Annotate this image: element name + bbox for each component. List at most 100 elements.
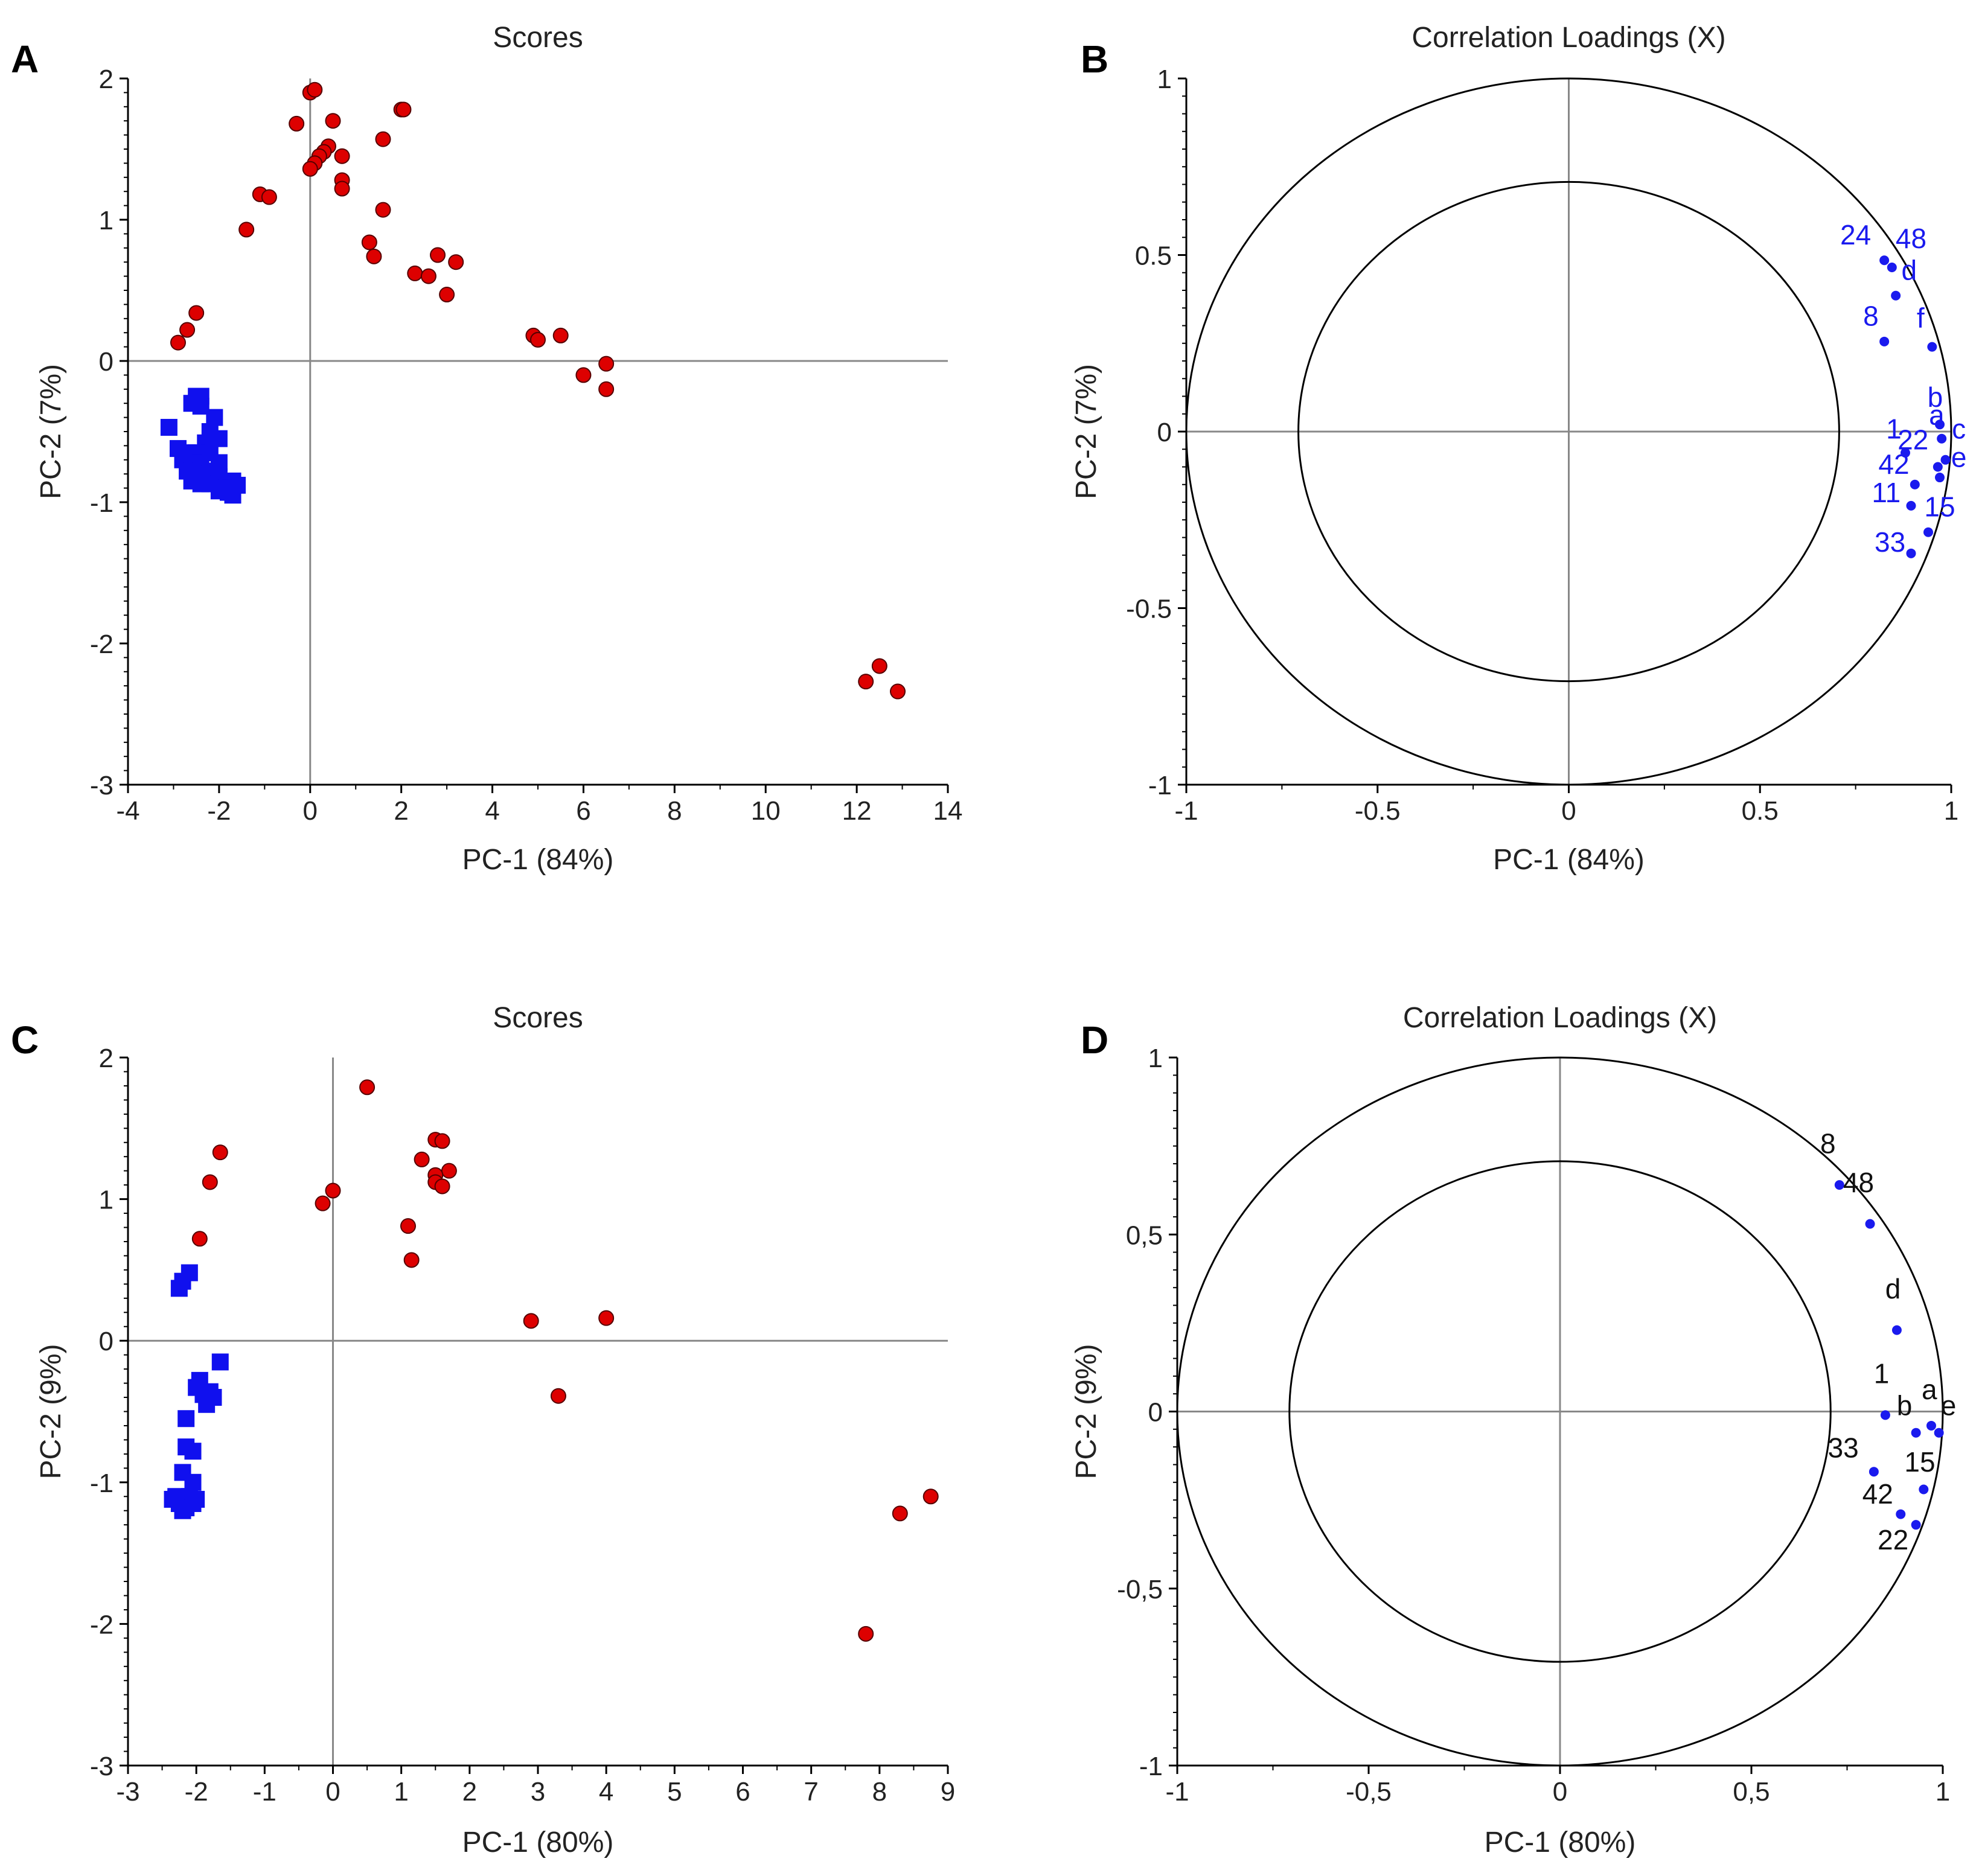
inner-correlation-circle bbox=[1297, 180, 1840, 683]
loading-label: f bbox=[1917, 302, 1925, 333]
score-point-blue bbox=[164, 1490, 181, 1508]
score-point-red bbox=[890, 683, 906, 700]
score-point-red bbox=[238, 222, 255, 238]
loading-label: 22 bbox=[1897, 424, 1928, 455]
loading-label: 48 bbox=[1896, 223, 1926, 254]
score-point-red bbox=[307, 81, 323, 98]
loading-label: a bbox=[1929, 399, 1945, 430]
score-point-blue bbox=[206, 409, 223, 426]
score-point-red bbox=[439, 287, 455, 303]
score-point-red bbox=[334, 180, 350, 197]
x-tick-label: 2 bbox=[462, 1777, 477, 1807]
score-point-red bbox=[179, 322, 196, 338]
x-tick-label: 14 bbox=[933, 796, 963, 826]
loading-point bbox=[1911, 1520, 1921, 1530]
y-tick-label: 2 bbox=[99, 1044, 113, 1073]
x-tick-label: 0 bbox=[1553, 1777, 1567, 1807]
loading-label: c bbox=[1952, 413, 1966, 445]
loading-label: 33 bbox=[1875, 526, 1905, 558]
score-point-red bbox=[523, 1313, 539, 1329]
score-point-red bbox=[315, 1195, 331, 1211]
outer-correlation-circle bbox=[1185, 77, 1952, 786]
score-point-red bbox=[188, 305, 205, 321]
score-point-red bbox=[325, 1182, 341, 1199]
loading-point bbox=[1934, 473, 1945, 483]
loading-label: e bbox=[1941, 1389, 1957, 1421]
y-tick-label: -2 bbox=[90, 1610, 113, 1639]
loading-point bbox=[1906, 548, 1916, 558]
loading-point bbox=[1910, 479, 1920, 490]
panel-b: B Correlation Loadings (X) -1 -0.5 0 0.5 1 -1 -0… bbox=[1070, 22, 1966, 876]
loading-label: 22 bbox=[1878, 1524, 1908, 1555]
loading-label: 8 bbox=[1820, 1128, 1836, 1159]
loading-point bbox=[1926, 1420, 1936, 1431]
score-point-red bbox=[414, 1151, 430, 1167]
loading-point bbox=[1834, 1180, 1844, 1190]
x-axis-label: PC-1 (84%) bbox=[1493, 844, 1645, 876]
x-tick-label: 1 bbox=[394, 1777, 408, 1807]
y-tick-label: -1 bbox=[90, 488, 113, 518]
loading-label: 42 bbox=[1862, 1478, 1893, 1510]
x-tick-label: -1 bbox=[1174, 796, 1198, 826]
y-tick-label: 1 bbox=[99, 1185, 113, 1215]
score-point-red bbox=[375, 202, 391, 218]
score-point-red bbox=[361, 234, 377, 250]
loading-label: 1 bbox=[1886, 413, 1902, 445]
x-tick-label: 1 bbox=[1936, 1777, 1950, 1807]
y-tick-label: 1 bbox=[1148, 1044, 1163, 1073]
score-point-red bbox=[212, 1144, 228, 1161]
x-tick-label: 3 bbox=[531, 1777, 545, 1807]
score-point-red bbox=[598, 356, 615, 372]
y-tick-label: -0,5 bbox=[1117, 1575, 1163, 1604]
y-tick-label: -3 bbox=[90, 771, 113, 800]
loading-label: 1 bbox=[1874, 1358, 1890, 1389]
y-tick-label: -0.5 bbox=[1126, 595, 1172, 624]
chart-title: Correlation Loadings (X) bbox=[1412, 22, 1725, 54]
loading-point bbox=[1891, 1325, 1902, 1335]
score-point-red bbox=[871, 658, 887, 674]
x-tick-label: 5 bbox=[667, 1777, 682, 1807]
x-tick-label: 8 bbox=[872, 1777, 887, 1807]
x-tick-label: 0 bbox=[303, 796, 318, 826]
y-tick-label: 1 bbox=[99, 206, 113, 235]
x-tick-label: 2 bbox=[394, 796, 408, 826]
x-tick-label: -2 bbox=[185, 1777, 208, 1807]
y-tick-label: 1 bbox=[1157, 65, 1172, 94]
score-point-red bbox=[366, 248, 382, 264]
score-point-blue bbox=[160, 418, 177, 436]
score-point-red bbox=[858, 674, 874, 690]
x-tick-label: 6 bbox=[735, 1777, 750, 1807]
score-point-blue bbox=[184, 1473, 202, 1491]
x-tick-label: 7 bbox=[804, 1777, 818, 1807]
score-point-blue bbox=[184, 1443, 202, 1460]
y-axis-label: PC-2 (7%) bbox=[1070, 364, 1102, 499]
panel-letter: B bbox=[1081, 37, 1108, 81]
chart-title: Correlation Loadings (X) bbox=[1403, 1002, 1717, 1034]
y-tick-label: -3 bbox=[90, 1752, 113, 1781]
score-point-red bbox=[334, 148, 350, 164]
x-tick-label: 1 bbox=[1944, 796, 1958, 826]
score-point-red bbox=[858, 1626, 874, 1642]
score-point-red bbox=[530, 331, 546, 348]
loading-label: d bbox=[1885, 1273, 1901, 1304]
score-point-red bbox=[191, 1231, 208, 1247]
loading-point bbox=[1911, 1428, 1921, 1438]
x-tick-label: -0.5 bbox=[1355, 796, 1401, 826]
chart-title: Scores bbox=[493, 22, 583, 54]
loading-point bbox=[1900, 448, 1910, 458]
score-point-blue bbox=[170, 1280, 188, 1297]
score-point-red bbox=[325, 113, 341, 129]
score-point-red bbox=[430, 247, 446, 263]
score-point-blue bbox=[222, 479, 239, 497]
score-point-red bbox=[550, 1388, 566, 1404]
score-point-red bbox=[441, 1163, 457, 1179]
score-point-red bbox=[375, 131, 391, 147]
x-tick-label: -1 bbox=[1165, 1777, 1189, 1807]
y-tick-label: 0,5 bbox=[1126, 1220, 1163, 1250]
loading-point bbox=[1934, 420, 1945, 430]
x-tick-label: 9 bbox=[941, 1777, 955, 1807]
y-tick-label: 0 bbox=[99, 1327, 113, 1356]
panel-c: C Scores -3 -2 -1 0 1 2 3 4 5 6 7 8 9 -3 -2 -1 0 1 2 PC-1 (80… bbox=[11, 1002, 955, 1858]
y-tick-label: 2 bbox=[99, 65, 113, 94]
